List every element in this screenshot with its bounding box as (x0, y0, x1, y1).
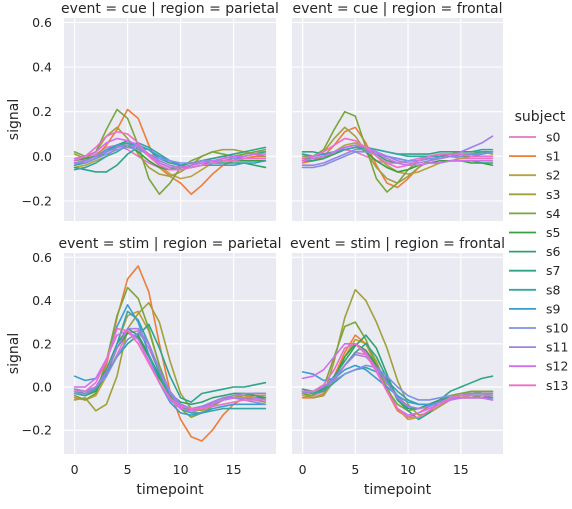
legend-label-s6: s6 (546, 244, 561, 259)
x-tick-label: 15 (226, 462, 242, 477)
legend-label-s1: s1 (546, 149, 560, 164)
series-line-s13 (73, 327, 267, 410)
y-tick-label: 0.0 (32, 149, 52, 164)
y-tick-label: 0.6 (32, 15, 52, 30)
series-line-s12 (73, 137, 267, 169)
y-tick-label: 0.4 (32, 60, 52, 75)
legend-label-s4: s4 (546, 206, 561, 221)
series-line-s12 (301, 144, 494, 167)
panel-title: event = cue | region = frontal (293, 1, 503, 17)
legend-label-s9: s9 (546, 301, 561, 316)
x-axis-label: timepoint (136, 482, 204, 498)
x-tick-label: 0 (71, 462, 79, 477)
x-tick-label: 5 (124, 462, 132, 477)
x-tick-label: 0 (299, 462, 307, 477)
series-line-s10 (301, 151, 494, 169)
panel-title: event = cue | region = parietal (61, 1, 279, 17)
panel-background (64, 18, 276, 221)
panel-background (292, 18, 503, 221)
x-tick-label: 5 (351, 462, 359, 477)
panel-title: event = stim | region = frontal (290, 236, 505, 252)
series-line-s13 (301, 137, 494, 169)
series-line-s10 (73, 146, 267, 164)
y-tick-label: 0.6 (32, 250, 52, 265)
series-line-s11 (73, 327, 267, 410)
legend-label-s13: s13 (546, 378, 568, 393)
legend-title: subject (515, 109, 566, 125)
x-tick-label: 10 (400, 462, 416, 477)
x-axis-label: timepoint (364, 482, 432, 498)
panel-background (292, 253, 503, 454)
y-tick-label: −0.2 (22, 193, 52, 208)
legend-label-s0: s0 (546, 130, 561, 145)
series-line-s13 (301, 342, 494, 419)
y-tick-label: 0.2 (32, 104, 52, 119)
panel-background (64, 253, 276, 454)
y-tick-label: 0.2 (32, 336, 52, 351)
legend-label-s8: s8 (546, 282, 561, 297)
y-axis-label: signal (6, 99, 22, 140)
x-tick-label: 10 (173, 462, 189, 477)
legend-label-s12: s12 (546, 359, 568, 374)
legend-label-s10: s10 (546, 321, 568, 336)
y-tick-label: 0.0 (32, 380, 52, 395)
legend-label-s3: s3 (546, 187, 560, 202)
series-line-s13 (73, 130, 267, 171)
x-tick-label: 15 (453, 462, 469, 477)
series-line-s7 (73, 146, 267, 173)
legend-label-s5: s5 (546, 225, 560, 240)
series-line-s11 (301, 135, 494, 167)
y-axis-label: signal (6, 333, 22, 374)
panel-title: event = stim | region = parietal (58, 236, 281, 252)
y-tick-label: −0.2 (22, 423, 52, 438)
y-tick-label: 0.4 (32, 293, 52, 308)
legend-label-s11: s11 (546, 340, 568, 355)
legend-label-s7: s7 (546, 263, 560, 278)
legend-label-s2: s2 (546, 168, 560, 183)
